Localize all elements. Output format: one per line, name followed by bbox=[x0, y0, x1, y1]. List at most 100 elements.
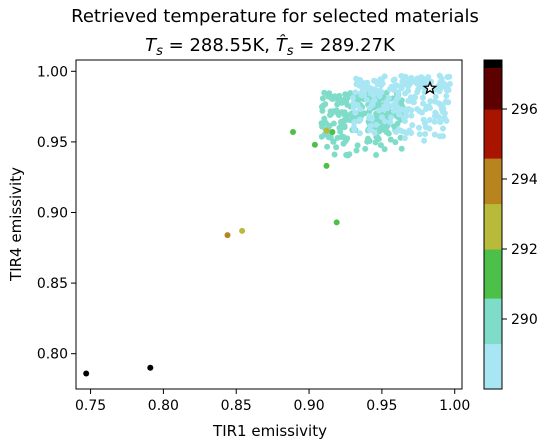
colorbar-tick-label: 294 bbox=[511, 172, 538, 188]
cluster-point bbox=[379, 114, 385, 121]
cluster-point bbox=[445, 99, 452, 106]
cluster-point bbox=[433, 111, 440, 118]
cluster-point bbox=[421, 137, 428, 144]
cluster-point bbox=[375, 100, 382, 107]
cluster-point bbox=[329, 108, 336, 115]
point-clusters bbox=[318, 72, 453, 159]
cluster-point bbox=[399, 78, 406, 85]
colorbar-tick-label: 290 bbox=[511, 312, 538, 328]
data-point bbox=[329, 129, 336, 135]
cluster-point bbox=[440, 105, 447, 112]
cluster-point bbox=[422, 131, 429, 137]
cluster-point bbox=[387, 119, 394, 126]
cluster-point bbox=[394, 93, 401, 100]
colorbar-band bbox=[484, 203, 502, 250]
cluster-point bbox=[391, 76, 398, 83]
y-tick-label: 0.80 bbox=[37, 347, 68, 363]
cluster-point bbox=[367, 113, 374, 120]
cluster-point bbox=[387, 136, 394, 143]
cluster-point bbox=[372, 86, 379, 93]
cluster-point bbox=[384, 97, 391, 104]
cluster-point bbox=[384, 129, 391, 136]
x-axis-label: TIR1 emissivity bbox=[212, 422, 327, 440]
cluster-point bbox=[331, 151, 338, 158]
cluster-point bbox=[336, 98, 343, 105]
cluster-point bbox=[426, 125, 433, 132]
colorbar-tick-label: 296 bbox=[511, 102, 538, 118]
cluster-point bbox=[362, 145, 369, 152]
cluster-point bbox=[371, 129, 378, 136]
cluster-point bbox=[373, 121, 380, 128]
cluster-point bbox=[409, 98, 416, 105]
data-point bbox=[83, 370, 90, 377]
cluster-point bbox=[322, 101, 329, 108]
data-point bbox=[311, 141, 318, 148]
cluster-point bbox=[354, 102, 361, 108]
cluster-point bbox=[395, 126, 402, 133]
cluster-point bbox=[444, 74, 451, 80]
cluster-point bbox=[372, 139, 379, 146]
cluster-point bbox=[344, 152, 351, 159]
cluster-point bbox=[401, 135, 408, 142]
cluster-point bbox=[376, 128, 383, 135]
chart-subtitle: Ts = 288.55K, T̂s = 289.27K bbox=[145, 35, 396, 59]
cluster-point bbox=[367, 122, 374, 129]
cluster-point bbox=[405, 87, 412, 94]
cluster-point bbox=[353, 81, 360, 88]
chart-title: Retrieved temperature for selected mater… bbox=[71, 6, 479, 27]
cluster-point bbox=[393, 82, 400, 89]
colorbar-band bbox=[484, 343, 502, 390]
cluster-point bbox=[343, 116, 350, 123]
cluster-point bbox=[437, 86, 443, 93]
cluster-point bbox=[402, 113, 409, 120]
cluster-point bbox=[409, 122, 416, 129]
cluster-point bbox=[432, 98, 439, 105]
colorbar-tick-label: 292 bbox=[511, 242, 538, 258]
cluster-point bbox=[392, 139, 399, 146]
cluster-point bbox=[349, 94, 356, 101]
cluster-point bbox=[416, 81, 423, 88]
cluster-point bbox=[432, 93, 439, 100]
y-tick-label: 0.90 bbox=[37, 205, 68, 221]
cluster-point bbox=[365, 135, 371, 142]
cluster-point bbox=[414, 89, 421, 96]
cluster-point bbox=[389, 102, 396, 109]
data-point bbox=[323, 162, 330, 169]
cluster-point bbox=[319, 95, 326, 102]
cluster-point bbox=[342, 112, 348, 119]
cluster-point bbox=[436, 133, 443, 140]
cluster-point bbox=[426, 117, 433, 123]
x-tick-label: 0.75 bbox=[75, 398, 106, 414]
cluster-point bbox=[381, 146, 388, 153]
cluster-point bbox=[361, 92, 368, 99]
data-point bbox=[323, 127, 330, 134]
cluster-point bbox=[386, 86, 393, 93]
star-marker bbox=[422, 80, 438, 95]
cluster-point bbox=[440, 125, 446, 132]
cluster-point bbox=[380, 106, 387, 113]
x-tick-label: 0.90 bbox=[293, 398, 324, 414]
cluster-point bbox=[422, 80, 429, 87]
colorbar-band bbox=[484, 298, 502, 345]
x-tick-label: 0.80 bbox=[148, 398, 179, 414]
data-point bbox=[147, 364, 154, 371]
cluster-point bbox=[351, 118, 358, 125]
cluster-point bbox=[357, 116, 364, 123]
cluster-point bbox=[398, 145, 405, 152]
cluster-point bbox=[416, 131, 423, 138]
cluster-point bbox=[437, 119, 444, 126]
colorbar-band bbox=[484, 109, 502, 159]
cluster-point bbox=[441, 115, 448, 122]
cluster-point bbox=[338, 118, 344, 125]
cluster-point bbox=[318, 133, 325, 140]
x-tick-label: 0.95 bbox=[366, 398, 397, 414]
colorbar-band bbox=[484, 60, 502, 68]
cluster-point bbox=[366, 104, 373, 111]
cluster-point bbox=[390, 107, 397, 114]
data-point bbox=[239, 227, 246, 234]
cluster-point bbox=[408, 112, 415, 119]
cluster-point bbox=[376, 93, 383, 100]
cluster-point bbox=[398, 106, 405, 113]
y-axis-ticks: 0.80 0.85 0.90 0.95 1.00 bbox=[37, 64, 76, 363]
